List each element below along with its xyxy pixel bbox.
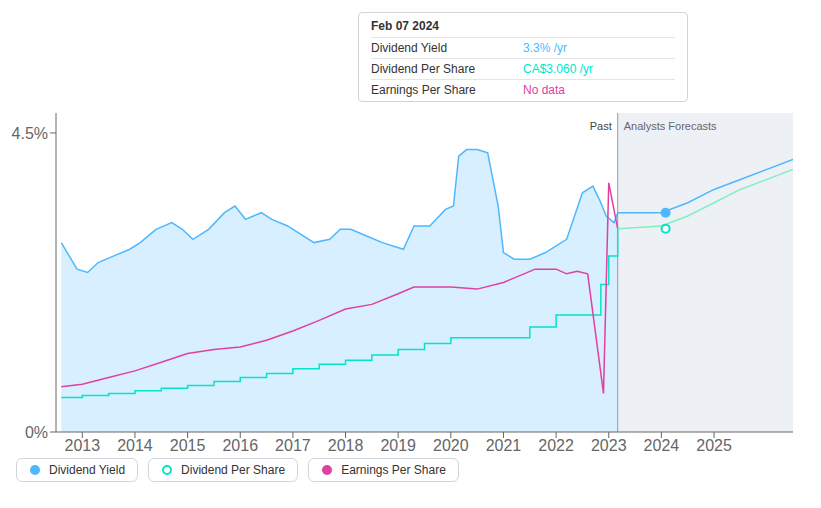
html-text:No data: No data [523, 83, 565, 97]
html-text:3.3% /yr: 3.3% /yr [523, 41, 567, 55]
svg-text:2021: 2021 [486, 437, 522, 454]
html-text:Feb 07 2024: Feb 07 2024 [371, 19, 439, 33]
svg-text:2016: 2016 [222, 437, 258, 454]
html-text:Dividend Per Share: Dividend Per Share [181, 463, 286, 477]
svg-text:2025: 2025 [696, 437, 732, 454]
svg-text:Past: Past [590, 120, 612, 132]
svg-text:2024: 2024 [644, 437, 680, 454]
svg-text:2018: 2018 [328, 437, 364, 454]
svg-text:2019: 2019 [380, 437, 416, 454]
svg-text:2013: 2013 [65, 437, 101, 454]
svg-text:2015: 2015 [170, 437, 206, 454]
svg-text:2023: 2023 [591, 437, 627, 454]
svg-text:4.5%: 4.5% [12, 125, 48, 142]
svg-text:0%: 0% [25, 424, 48, 441]
html-text:Earnings Per Share: Earnings Per Share [371, 83, 476, 97]
html-text:Dividend Yield: Dividend Yield [49, 463, 126, 477]
svg-text:Analysts Forecasts: Analysts Forecasts [624, 120, 717, 132]
html-text:CA$3.060 /yr: CA$3.060 /yr [523, 62, 593, 76]
html-text:Earnings Per Share: Earnings Per Share [341, 463, 446, 477]
html-text:Dividend Yield: Dividend Yield [371, 41, 448, 55]
svg-text:2022: 2022 [538, 437, 574, 454]
svg-text:2020: 2020 [433, 437, 469, 454]
html-text:Dividend Per Share: Dividend Per Share [371, 62, 476, 76]
svg-text:2014: 2014 [117, 437, 153, 454]
svg-text:2017: 2017 [275, 437, 311, 454]
